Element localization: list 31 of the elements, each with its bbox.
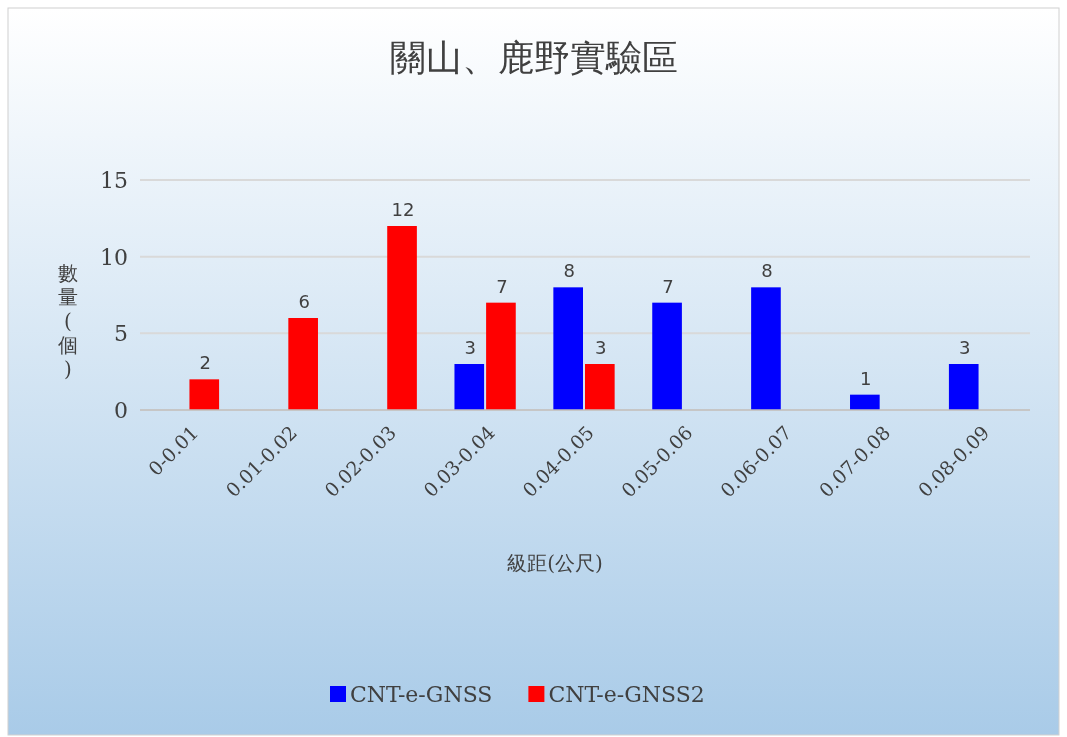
- bar: [751, 287, 781, 410]
- data-label: 12: [391, 199, 415, 220]
- data-label: 8: [563, 260, 575, 282]
- bar: [189, 379, 220, 410]
- data-label: 3: [959, 337, 971, 358]
- bar: [486, 302, 516, 410]
- bar: [288, 318, 318, 410]
- bar: [553, 287, 583, 410]
- data-label: 7: [662, 275, 674, 297]
- legend-label: CNT-e-GNSS2: [548, 682, 705, 707]
- bar: [652, 302, 682, 410]
- data-label: 3: [464, 337, 477, 358]
- bar: [585, 364, 615, 410]
- data-label: 3: [595, 337, 607, 358]
- bar: [387, 226, 417, 410]
- legend-label: CNT-e-GNSS: [350, 682, 493, 707]
- y-tick-label: 10: [100, 244, 128, 270]
- y-axis-title: 數量(個): [58, 261, 78, 381]
- data-label: 6: [298, 291, 310, 312]
- data-label: 2: [199, 352, 211, 374]
- data-label: 1: [860, 367, 872, 389]
- bar: [948, 364, 979, 410]
- chart-title: 關山、鹿野實驗區: [389, 37, 678, 78]
- y-tick-label: 15: [100, 168, 128, 193]
- y-tick-label: 5: [114, 321, 128, 347]
- data-label: 8: [761, 260, 773, 282]
- bar: [850, 394, 880, 410]
- data-label: 7: [496, 275, 508, 297]
- x-axis-title: 級距(公尺): [507, 551, 603, 575]
- y-tick-label: 0: [114, 398, 128, 423]
- bar: [454, 364, 485, 410]
